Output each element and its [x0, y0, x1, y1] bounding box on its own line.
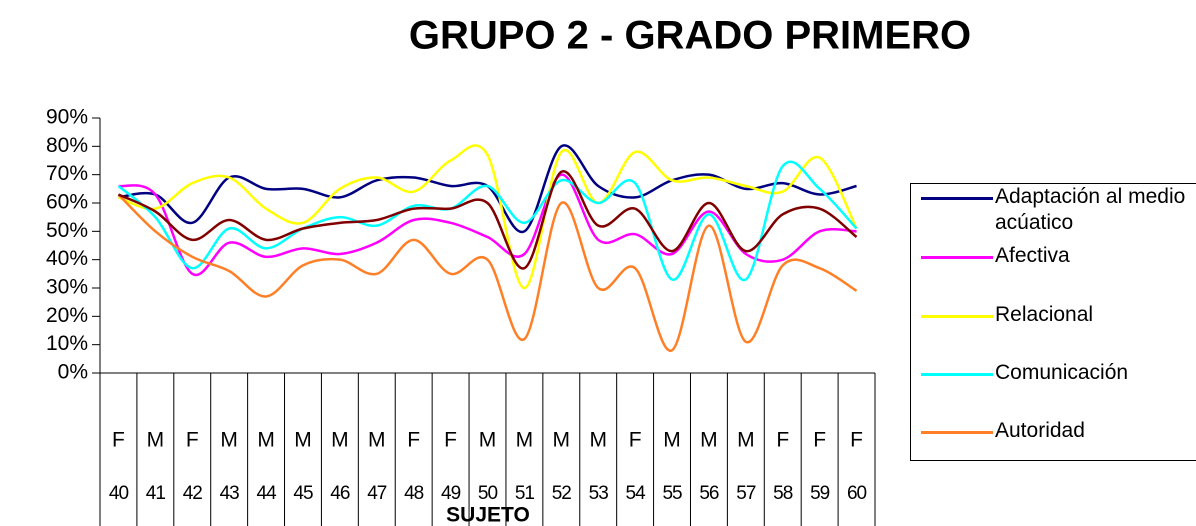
group-label: M [147, 429, 165, 452]
x-tick-label: 40 [109, 483, 129, 504]
legend-label: Comunicación [995, 361, 1129, 384]
group-label: F [112, 429, 125, 452]
legend-swatch [921, 431, 993, 434]
legend-swatch [921, 197, 993, 200]
group-label: M [737, 429, 755, 452]
y-tick-label: 0% [58, 361, 88, 384]
x-tick-label: 49 [441, 483, 461, 504]
group-label: M [479, 429, 497, 452]
x-tick-label: 58 [773, 483, 793, 504]
group-label: M [331, 429, 349, 452]
group-label: M [700, 429, 718, 452]
legend-label: Autoridad [995, 419, 1085, 442]
legend-label: Relacional [995, 303, 1094, 326]
legend: Adaptación al medio acúatico Afectiva Rela… [910, 183, 1196, 461]
x-tick-label: 41 [146, 483, 166, 504]
x-tick-label: 48 [404, 483, 424, 504]
x-tick-label: 59 [810, 483, 830, 504]
series-line [117, 193, 858, 352]
x-tick-label: 47 [367, 483, 387, 504]
y-tick-label: 20% [46, 304, 88, 327]
x-tick-label: 51 [515, 483, 535, 504]
x-tick-label: 53 [589, 483, 609, 504]
x-tick-label: 52 [552, 483, 572, 504]
y-tick-label: 50% [46, 219, 88, 242]
x-tick-label: 42 [183, 483, 203, 504]
group-label: M [294, 429, 312, 452]
x-tick-label: 43 [220, 483, 240, 504]
legend-label: Afectiva [995, 244, 1070, 267]
y-tick-label: 40% [46, 247, 88, 270]
group-label: M [553, 429, 571, 452]
x-axis-title: SUJETO [446, 504, 530, 526]
x-tick-label: 60 [847, 483, 867, 504]
group-label: F [813, 429, 826, 452]
legend-swatch [921, 373, 993, 376]
y-tick-label: 80% [46, 134, 88, 157]
x-tick-label: 54 [626, 483, 647, 504]
x-tick-label: 44 [257, 483, 278, 504]
group-label: F [776, 429, 789, 452]
legend-swatch [921, 315, 993, 318]
x-tick-label: 55 [662, 483, 682, 504]
chart-title: GRUPO 2 - GRADO PRIMERO [409, 14, 971, 58]
series-line [118, 173, 857, 277]
x-tick-label: 57 [736, 483, 756, 504]
y-tick-label: 30% [46, 276, 88, 299]
series-line [117, 160, 858, 282]
y-tick-label: 60% [46, 191, 88, 214]
group-label: M [589, 429, 607, 452]
series-line [118, 144, 858, 290]
group-label: F [186, 429, 199, 452]
legend-label: Adaptación al medio acúatico [995, 185, 1186, 234]
group-label: M [257, 429, 275, 452]
group-label: F [629, 429, 642, 452]
y-tick-label: 70% [46, 162, 88, 185]
group-label: F [444, 429, 457, 452]
y-tick-label: 10% [46, 332, 88, 355]
x-tick-label: 45 [293, 483, 313, 504]
group-label: M [368, 429, 386, 452]
group-label: M [516, 429, 534, 452]
series-line [117, 170, 858, 270]
group-label: F [850, 429, 863, 452]
group-label: F [407, 429, 420, 452]
group-label: M [663, 429, 681, 452]
x-tick-label: 46 [330, 483, 350, 504]
y-tick-label: 90% [46, 106, 88, 129]
group-label: M [220, 429, 238, 452]
legend-swatch [921, 256, 993, 259]
x-tick-label: 56 [699, 483, 719, 504]
x-tick-label: 50 [478, 483, 498, 504]
